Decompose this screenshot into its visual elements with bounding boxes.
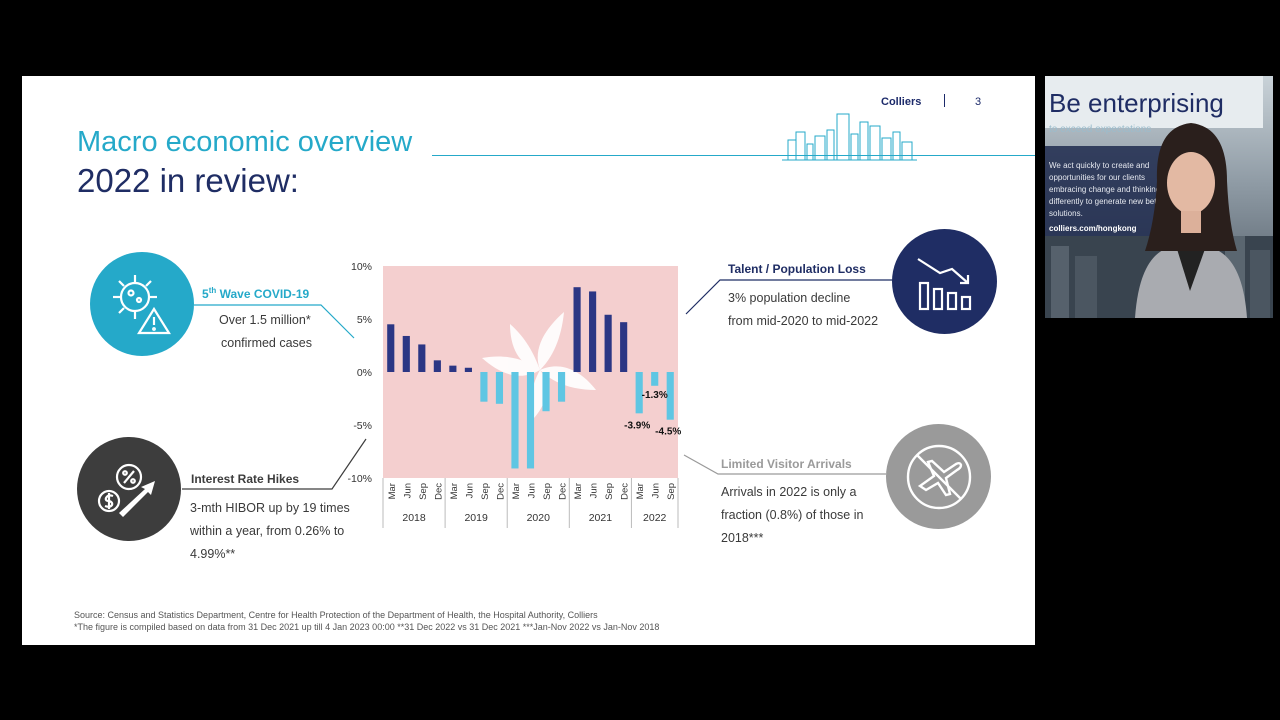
visitor-connector [683,454,886,475]
interest-rate-icon [77,437,181,541]
group-label: 2018 [402,512,426,524]
group-label: 2022 [643,512,667,524]
visitor-body-line1: Arrivals in 2022 is only a [721,485,857,499]
no-flight-icon [886,424,991,529]
video-headline: Be enterprising [1049,88,1224,118]
notes-footnote: *The figure is compiled based on data fr… [74,622,660,632]
title-rule [432,155,1035,156]
x-tick-label: Mar [387,483,398,499]
interest-connector [182,438,367,490]
x-tick-label: Jun [527,483,538,498]
y-tick-label: 10% [351,261,372,273]
video-body: We act quickly to create and opportuniti… [1049,161,1166,218]
x-tick-label: Mar [449,483,460,499]
chart-bar [480,372,488,402]
chart-bar [387,324,395,372]
x-tick-label: Jun [402,483,413,498]
x-tick-label: Dec [620,483,631,500]
y-tick-label: -5% [353,420,372,432]
group-label: 2021 [589,512,613,524]
talent-body-line2: from mid-2020 to mid-2022 [728,314,879,328]
virus-warning-icon [90,252,194,356]
data-label: -1.3% [642,390,668,401]
bauhinia-watermark [482,312,596,424]
chart-bar [511,372,519,469]
talent-connector [685,279,894,315]
y-tick-label: 0% [357,367,372,379]
chart-bar [651,372,659,386]
chart-bar [464,367,472,372]
brand-label: Colliers [881,96,922,108]
x-tick-label: Jun [589,483,600,498]
x-tick-label: Jun [464,483,475,498]
x-tick-label: Mar [573,483,584,499]
x-tick-label: Jun [651,483,662,498]
visitor-heading: Limited Visitor Arrivals [721,457,852,471]
x-tick-label: Sep [480,483,491,500]
presenter-figure [1135,123,1247,318]
group-label: 2020 [527,512,551,524]
group-label: 2019 [464,512,488,524]
chart-bar [604,314,612,372]
x-tick-label: Sep [542,483,553,500]
video-backdrop-panel [1045,76,1263,128]
talent-heading: Talent / Population Loss [728,262,866,276]
x-tick-label: Sep [666,483,677,500]
chart-bar [495,372,504,404]
skyline-icon [782,113,917,161]
covid-body-line2: confirmed cases [221,336,313,350]
data-label: -3.9% [624,420,650,431]
chart-bar [666,372,674,420]
chart-bar [620,322,628,372]
chart-bar [573,287,581,372]
x-tick-label: Sep [604,483,615,500]
x-tick-label: Dec [495,483,506,500]
video-url: colliers.com/hongkong [1049,224,1137,233]
page-title: Macro economic overview [77,126,413,158]
page-number: 3 [975,96,982,108]
interest-heading: Interest Rate Hikes [191,472,300,486]
chart-bar [542,372,550,412]
visitor-body-line2: fraction (0.8%) of those in [721,508,864,522]
data-label: -4.5% [655,427,681,438]
page-subtitle: 2022 in review: [77,162,299,199]
covid-body-line1: Over 1.5 million* [219,313,311,327]
x-tick-label: Mar [635,483,646,499]
x-tick-label: Sep [418,483,429,500]
chart-bar [557,372,566,402]
video-subline: to exceed expectations [1049,124,1152,135]
x-tick-label: Dec [433,483,444,500]
y-tick-label: -10% [347,473,372,485]
chart-bar [418,344,426,372]
chart-bar [433,360,441,372]
covid-connector [194,304,355,339]
x-tick-label: Mar [511,483,522,499]
chart-bar [589,291,597,372]
header-divider [944,94,945,107]
chart-bar [402,335,410,372]
interest-body-line1: 3-mth HIBOR up by 19 times [190,501,350,515]
gdp-bar-chart: 10% 5% 0% -5% -10% Mar Jun Sep Dec Mar Jun Sep Dec M… [347,261,681,528]
chart-bar [449,365,457,372]
covid-heading: 5th Wave COVID-19 [202,286,310,301]
chart-bar [635,372,643,414]
interest-body-line2: within a year, from 0.26% to [190,524,345,538]
slide: Colliers 3 Macro economic overview 2022 … [22,76,1035,645]
presenter-video: Be enterprising to exceed expectations W… [1045,76,1273,318]
x-tick-label: Dec [558,483,569,500]
declining-chart-icon [892,229,997,334]
talent-body-line1: 3% population decline [728,291,851,305]
source-footnote: Source: Census and Statistics Department… [74,610,598,620]
visitor-body-line3: 2018*** [721,531,764,545]
interest-body-line3: 4.99%** [190,547,236,561]
y-tick-label: 5% [357,314,372,326]
chart-bar [526,372,535,469]
